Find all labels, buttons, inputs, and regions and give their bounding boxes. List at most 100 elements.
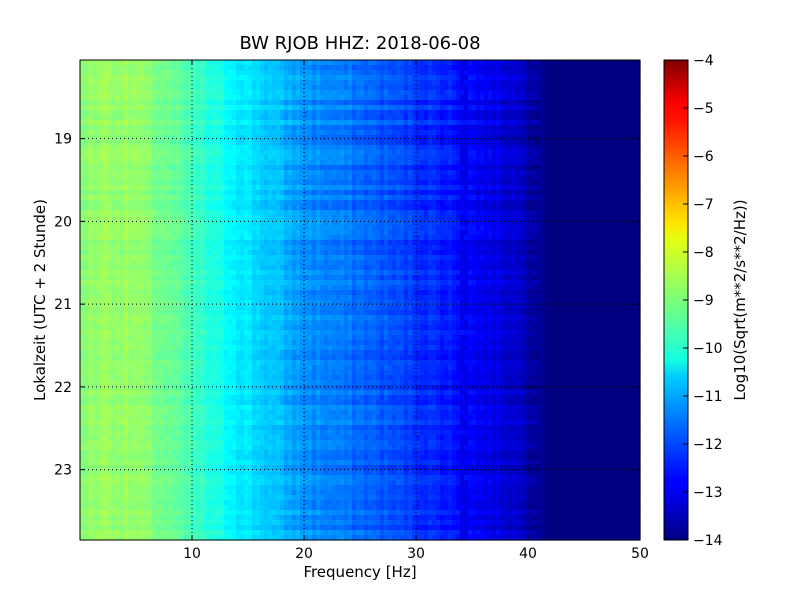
heatmap-cell xyxy=(292,175,297,181)
heatmap-cell xyxy=(592,175,597,181)
heatmap-cell xyxy=(160,115,165,121)
heatmap-cell xyxy=(440,175,445,181)
heatmap-cell xyxy=(612,95,617,101)
heatmap-cell xyxy=(312,95,317,101)
heatmap-cell xyxy=(116,80,121,86)
heatmap-cell xyxy=(300,140,305,146)
heatmap-cell xyxy=(272,150,277,156)
heatmap-cell xyxy=(328,80,333,86)
heatmap-cell xyxy=(544,130,549,136)
heatmap-cell xyxy=(420,95,425,101)
heatmap-cell xyxy=(404,180,409,186)
heatmap-cell xyxy=(580,110,585,116)
heatmap-cell xyxy=(368,190,373,196)
heatmap-cell xyxy=(460,70,465,76)
heatmap-cell xyxy=(444,120,449,126)
heatmap-cell xyxy=(492,225,497,231)
heatmap-cell xyxy=(544,200,549,206)
heatmap-cell xyxy=(256,190,261,196)
heatmap-cell xyxy=(116,70,121,76)
heatmap-cell xyxy=(380,195,385,201)
heatmap-cell xyxy=(136,170,141,176)
heatmap-cell xyxy=(616,90,621,96)
heatmap-cell xyxy=(592,100,597,106)
heatmap-cell xyxy=(148,160,153,166)
heatmap-cell xyxy=(588,60,593,66)
heatmap-cell xyxy=(612,75,617,81)
heatmap-cell xyxy=(496,145,501,151)
heatmap-cell xyxy=(436,225,441,231)
heatmap-cell xyxy=(132,85,137,91)
heatmap-cell xyxy=(220,150,225,156)
heatmap-cell xyxy=(296,220,301,226)
heatmap-cell xyxy=(348,110,353,116)
heatmap-cell xyxy=(584,150,589,156)
heatmap-cell xyxy=(92,195,97,201)
heatmap-cell xyxy=(504,200,509,206)
heatmap-cell xyxy=(248,170,253,176)
heatmap-cell xyxy=(264,120,269,126)
heatmap-cell xyxy=(220,60,225,66)
heatmap-cell xyxy=(120,235,125,241)
heatmap-cell xyxy=(476,135,481,141)
heatmap-cell xyxy=(232,230,237,236)
heatmap-cell xyxy=(420,85,425,91)
heatmap-cell xyxy=(412,215,417,221)
heatmap-cell xyxy=(488,190,493,196)
heatmap-cell xyxy=(240,225,245,231)
heatmap-cell xyxy=(84,160,89,166)
heatmap-cell xyxy=(456,145,461,151)
heatmap-cell xyxy=(340,125,345,131)
heatmap-cell xyxy=(524,95,529,101)
heatmap-cell xyxy=(524,140,529,146)
heatmap-cell xyxy=(376,95,381,101)
heatmap-cell xyxy=(428,110,433,116)
heatmap-cell xyxy=(144,160,149,166)
heatmap-cell xyxy=(468,65,473,71)
heatmap-cell xyxy=(236,170,241,176)
heatmap-cell xyxy=(528,105,533,111)
heatmap-cell xyxy=(428,135,433,141)
heatmap-cell xyxy=(492,70,497,76)
heatmap-cell xyxy=(224,140,229,146)
heatmap-cell xyxy=(404,85,409,91)
heatmap-cell xyxy=(528,150,533,156)
heatmap-cell xyxy=(160,175,165,181)
heatmap-cell xyxy=(428,210,433,216)
heatmap-cell xyxy=(364,135,369,141)
heatmap-cell xyxy=(224,225,229,231)
heatmap-cell xyxy=(428,195,433,201)
heatmap-cell xyxy=(452,145,457,151)
heatmap-cell xyxy=(480,195,485,201)
heatmap-cell xyxy=(568,75,573,81)
heatmap-cell xyxy=(184,70,189,76)
heatmap-cell xyxy=(192,190,197,196)
heatmap-cell xyxy=(256,125,261,131)
heatmap-cell xyxy=(416,225,421,231)
heatmap-cell xyxy=(204,125,209,131)
heatmap-cell xyxy=(232,70,237,76)
heatmap-cell xyxy=(532,160,537,166)
heatmap-cell xyxy=(140,175,145,181)
heatmap-cell xyxy=(592,165,597,171)
heatmap-cell xyxy=(216,175,221,181)
heatmap-cell xyxy=(336,145,341,151)
heatmap-cell xyxy=(236,185,241,191)
heatmap-cell xyxy=(520,105,525,111)
heatmap-cell xyxy=(600,225,605,231)
heatmap-cell xyxy=(228,160,233,166)
heatmap-cell xyxy=(624,210,629,216)
heatmap-cell xyxy=(240,150,245,156)
heatmap-cell xyxy=(592,60,597,66)
heatmap-cell xyxy=(564,145,569,151)
heatmap-cell xyxy=(108,80,113,86)
heatmap-cell xyxy=(268,170,273,176)
heatmap-cell xyxy=(128,135,133,141)
heatmap-cell xyxy=(152,110,157,116)
heatmap-cell xyxy=(412,110,417,116)
heatmap-cell xyxy=(616,160,621,166)
heatmap-cell xyxy=(360,155,365,161)
heatmap-cell xyxy=(520,190,525,196)
heatmap-cell xyxy=(116,175,121,181)
heatmap-cell xyxy=(148,170,153,176)
